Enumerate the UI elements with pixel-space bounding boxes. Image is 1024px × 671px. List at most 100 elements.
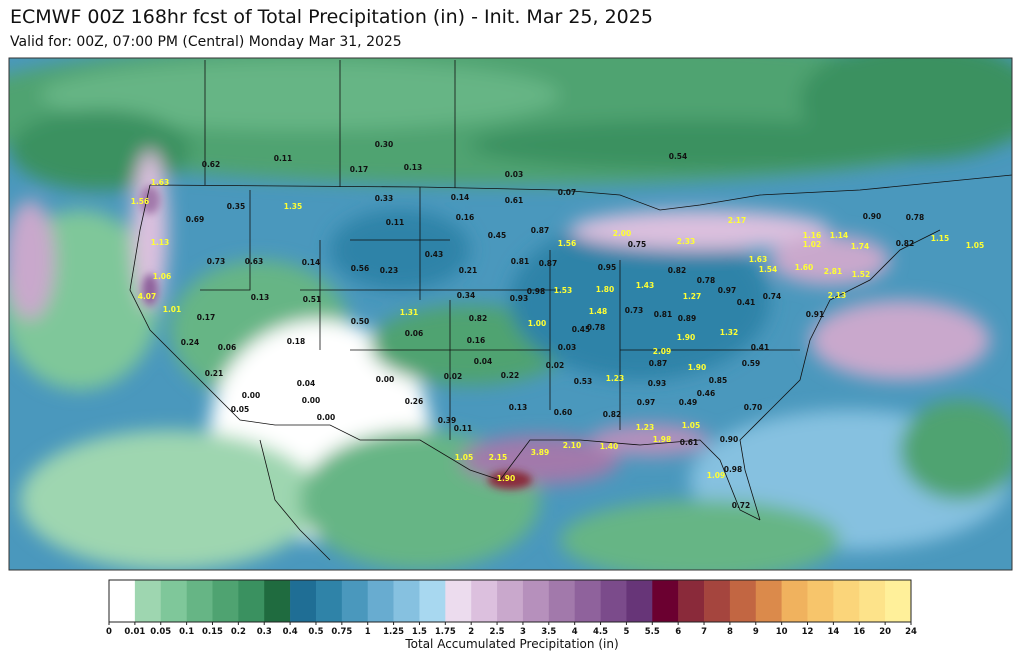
precip-label: 1.90	[688, 363, 707, 372]
precip-label: 0.82	[668, 266, 687, 275]
precip-label: 0.87	[539, 259, 558, 268]
colorbar-bin	[704, 580, 731, 622]
precip-label: 0.21	[205, 369, 224, 378]
precip-label: 1.32	[720, 328, 739, 337]
colorbar-bin	[471, 580, 498, 622]
precip-label: 1.15	[931, 234, 950, 243]
precip-label: 0.33	[375, 194, 394, 203]
precip-label: 0.98	[724, 465, 743, 474]
precip-label: 1.16	[803, 231, 822, 240]
precip-label: 2.33	[677, 237, 696, 246]
precip-label: 0.73	[625, 306, 644, 315]
colorbar-tick-label: 2	[468, 627, 474, 637]
colorbar-bin	[341, 580, 369, 622]
precip-label: 0.90	[720, 435, 739, 444]
map-labels: 0.62 0.11 0.30 0.17 0.13 0.03 0.54 0.07 0.35 0.69…	[131, 140, 985, 510]
precip-label: 0.00	[302, 396, 321, 405]
precip-label: 0.45	[488, 231, 507, 240]
precip-label: 0.61	[680, 438, 699, 447]
precip-label: 1.31	[400, 308, 419, 317]
precip-label: 0.06	[405, 329, 424, 338]
colorbar-bin	[445, 580, 472, 622]
colorbar-bin	[859, 580, 886, 622]
colorbar-bin	[264, 580, 291, 622]
precip-label: 0.63	[245, 257, 264, 266]
precip-label: 0.26	[405, 397, 424, 406]
precip-label: 0.03	[558, 343, 577, 352]
precip-label: 4.07	[138, 292, 157, 301]
colorbar-bin	[548, 580, 575, 622]
precip-label: 1.63	[151, 178, 170, 187]
precip-label: 0.35	[227, 202, 246, 211]
precip-label: 0.41	[737, 298, 756, 307]
precip-label: 0.73	[207, 257, 226, 266]
precip-label: 0.95	[598, 263, 617, 272]
precip-label: 0.16	[467, 336, 486, 345]
precip-label: 0.93	[510, 294, 529, 303]
precip-label: 0.54	[669, 152, 688, 161]
colorbar-tick-label: 0.3	[257, 627, 272, 637]
precip-label: 0.91	[806, 310, 825, 319]
precip-label: 0.51	[303, 295, 322, 304]
colorbar-tick-label: 1	[365, 627, 371, 637]
colorbar-bin	[678, 580, 705, 622]
precip-label: 1.74	[851, 242, 870, 251]
colorbar-bin	[755, 580, 782, 622]
colorbar-tick-label: 0.4	[283, 627, 298, 637]
precip-label: 1.80	[596, 285, 615, 294]
precip-label: 1.14	[830, 231, 849, 240]
precip-label: 0.02	[444, 372, 463, 381]
colorbar-tick-label: 4.5	[593, 627, 608, 637]
precip-label: 0.45	[572, 325, 591, 334]
colorbar-bin	[626, 580, 653, 622]
precip-label: 0.43	[425, 250, 444, 259]
precip-label: 1.56	[558, 239, 577, 248]
colorbar-tick-label: 0.5	[308, 627, 323, 637]
precip-label: 1.40	[600, 442, 619, 451]
colorbar-bin	[652, 580, 679, 622]
precip-label: 0.11	[454, 424, 473, 433]
precip-label: 0.22	[501, 371, 520, 380]
precip-label: 0.30	[375, 140, 394, 149]
precip-label: 0.24	[181, 338, 200, 347]
precip-label: 0.11	[274, 154, 293, 163]
precip-label: 1.06	[153, 272, 172, 281]
precip-label: 1.48	[589, 307, 608, 316]
precip-label: 0.87	[649, 359, 668, 368]
precip-label: 0.82	[603, 410, 622, 419]
precip-label: 0.97	[718, 286, 737, 295]
precip-label: 0.11	[386, 218, 405, 227]
precip-label: 1.35	[284, 202, 303, 211]
precip-label: 0.81	[511, 257, 530, 266]
precip-label: 1.05	[966, 241, 985, 250]
precip-label: 0.81	[654, 310, 673, 319]
colorbar-tick-label: 3.5	[541, 627, 556, 637]
colorbar-tick-label: 10	[776, 627, 788, 637]
precip-label: 0.85	[709, 376, 728, 385]
colorbar-tick-label: 0.01	[124, 627, 145, 637]
precip-label: 1.90	[497, 474, 516, 483]
precip-label: 2.13	[828, 291, 847, 300]
colorbar-tick-label: 6	[675, 627, 681, 637]
precip-label: 2.00	[613, 229, 632, 238]
precip-label: 2.15	[489, 453, 508, 462]
precip-label: 0.61	[505, 196, 524, 205]
precip-label: 0.39	[438, 416, 457, 425]
colorbar-bin	[574, 580, 601, 622]
boundaries	[129, 60, 1012, 561]
precip-label: 1.54	[759, 265, 778, 274]
precip-label: 1.09	[707, 471, 726, 480]
precip-label: 3.89	[531, 448, 550, 457]
colorbar-tick-label: 16	[853, 627, 865, 637]
precip-label: 0.34	[457, 291, 476, 300]
precip-label: 0.00	[317, 413, 336, 422]
colorbar-bin	[419, 580, 446, 622]
colorbar-bin	[807, 580, 834, 622]
precip-label: 1.05	[455, 453, 474, 462]
precip-label: 1.98	[653, 435, 672, 444]
precip-label: 0.14	[302, 258, 321, 267]
subtitle: Valid for: 00Z, 07:00 PM (Central) Monda…	[10, 34, 402, 50]
precip-label: 1.53	[554, 286, 573, 295]
precip-label: 0.90	[863, 212, 882, 221]
